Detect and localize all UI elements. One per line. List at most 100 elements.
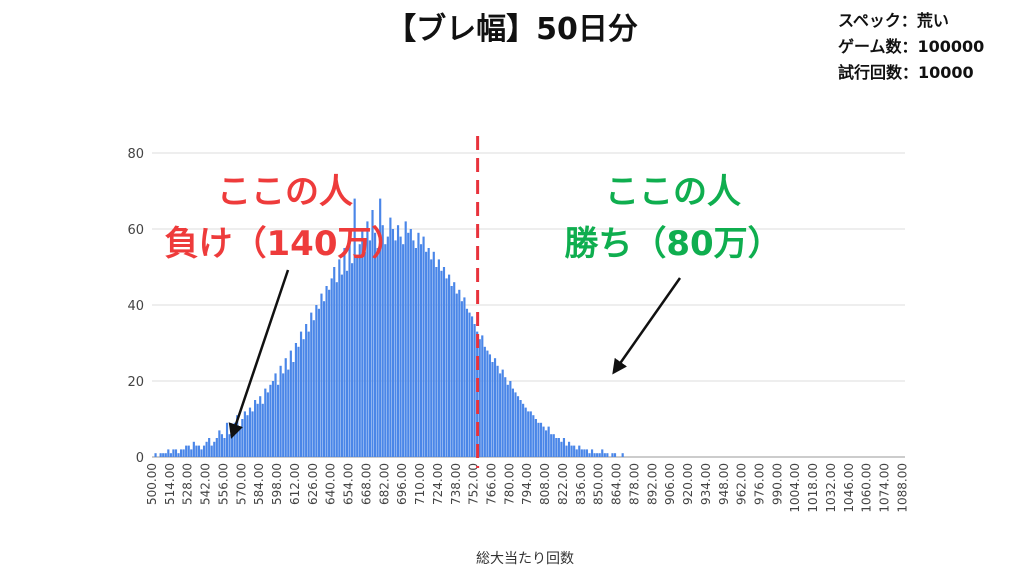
histogram-bar <box>154 453 157 457</box>
x-tick-label: 962.00 <box>735 463 749 505</box>
histogram-bar <box>358 244 361 457</box>
histogram-bar <box>325 286 328 457</box>
histogram-bar <box>483 346 486 457</box>
histogram-bar <box>562 438 566 457</box>
histogram-bar <box>570 445 573 457</box>
x-tick-label: 542.00 <box>199 463 213 505</box>
histogram-bar <box>476 331 479 457</box>
x-tick-label: 878.00 <box>627 463 641 505</box>
x-tick-label: 738.00 <box>449 463 463 505</box>
histogram-bar <box>200 449 203 457</box>
histogram-bar <box>386 236 389 457</box>
histogram-bar <box>185 445 188 457</box>
x-tick-label: 920.00 <box>681 463 695 505</box>
histogram-bar <box>174 449 178 457</box>
histogram-bar <box>550 434 553 457</box>
histogram-bar <box>345 270 349 457</box>
histogram-bar <box>353 198 356 457</box>
histogram-bar <box>552 434 555 457</box>
histogram-bar <box>274 373 277 457</box>
histogram-bar <box>539 422 543 457</box>
x-tick-label: 710.00 <box>413 463 427 505</box>
histogram-bar <box>310 312 313 457</box>
histogram-bar <box>289 350 292 457</box>
histogram-bar <box>435 267 438 457</box>
histogram-bar <box>440 270 443 457</box>
histogram-bar <box>190 449 193 457</box>
histogram-bar <box>238 426 241 457</box>
histogram-bar <box>348 240 351 457</box>
histogram-bar <box>233 422 236 457</box>
x-tick-label: 1004.00 <box>788 463 802 513</box>
x-tick-label: 724.00 <box>431 463 445 505</box>
histogram-bar <box>284 358 287 457</box>
annotation-right-line1: ここの人 <box>605 172 741 212</box>
histogram-bar <box>514 392 517 457</box>
histogram-bar <box>330 278 333 457</box>
histogram-bar <box>340 274 343 457</box>
arrow-left <box>228 269 290 439</box>
x-tick-label: 990.00 <box>770 463 784 505</box>
histogram-bar <box>603 453 606 457</box>
histogram-bar <box>164 453 167 457</box>
histogram-bar <box>419 244 423 457</box>
annotation-left: ここの人 負け（140万） <box>150 166 420 270</box>
histogram-bar <box>361 229 364 457</box>
histogram-bar <box>192 441 195 457</box>
histogram-bar <box>437 259 440 457</box>
histogram-bar <box>596 453 599 457</box>
x-tick-label: 906.00 <box>663 463 677 505</box>
histogram-bar <box>205 441 208 457</box>
y-tick-label: 80 <box>127 147 144 162</box>
histogram-bar <box>590 449 594 457</box>
y-tick-label: 20 <box>127 375 144 390</box>
histogram-bar <box>208 438 211 457</box>
histogram-bar <box>335 282 338 457</box>
histogram-bar <box>328 289 331 457</box>
histogram-bar <box>573 445 576 457</box>
histogram-bar <box>231 430 234 457</box>
page-title: 【ブレ幅】50日分 <box>386 12 638 47</box>
annotation-right: ここの人 勝ち（80万） <box>548 166 798 270</box>
x-tick-label: 794.00 <box>520 463 534 505</box>
histogram-bar <box>220 434 224 457</box>
histogram-bar <box>458 289 461 457</box>
x-tick-label: 528.00 <box>181 463 195 505</box>
histogram-bar <box>486 350 489 457</box>
histogram-bar <box>585 449 589 457</box>
histogram-bar <box>315 305 318 457</box>
histogram-bar <box>338 259 341 457</box>
x-tick-label: 1018.00 <box>806 463 820 513</box>
x-tick-label: 864.00 <box>610 463 624 505</box>
histogram-bar <box>379 198 382 457</box>
histogram-bar <box>519 400 522 457</box>
histogram-bar <box>162 453 165 457</box>
histogram-bar <box>266 392 269 457</box>
histogram-bar <box>320 293 323 457</box>
games-line: ゲーム数：100000 <box>838 37 985 56</box>
y-tick-labels: 0 20 40 60 80 <box>127 147 144 466</box>
histogram-bar <box>356 255 359 457</box>
x-tick-label: 640.00 <box>324 463 338 505</box>
histogram-bar <box>427 248 430 457</box>
histogram-bar <box>381 225 384 457</box>
histogram-bar <box>606 453 609 457</box>
histogram-bar <box>177 453 180 457</box>
histogram-bar <box>351 263 354 457</box>
x-tick-label: 654.00 <box>342 463 356 505</box>
histogram-bar <box>399 236 402 457</box>
histogram-bar <box>598 453 601 457</box>
histogram-bar <box>504 377 507 457</box>
annotation-arrows <box>228 269 682 439</box>
histogram-bar <box>511 388 514 457</box>
x-axis-label: 総大当たり回数 <box>476 551 574 567</box>
histogram-bar <box>501 369 504 457</box>
histogram-bar <box>545 430 548 457</box>
x-tick-label: 808.00 <box>538 463 552 505</box>
histogram-bar <box>524 407 527 457</box>
x-tick-labels: 500.00 514.00 528.00 542.00 556.00 570.00 584.… <box>145 463 909 513</box>
histogram-bar <box>450 286 453 457</box>
histogram-bar <box>169 453 172 457</box>
histogram-bar <box>402 244 405 457</box>
histogram-bar <box>159 453 162 457</box>
